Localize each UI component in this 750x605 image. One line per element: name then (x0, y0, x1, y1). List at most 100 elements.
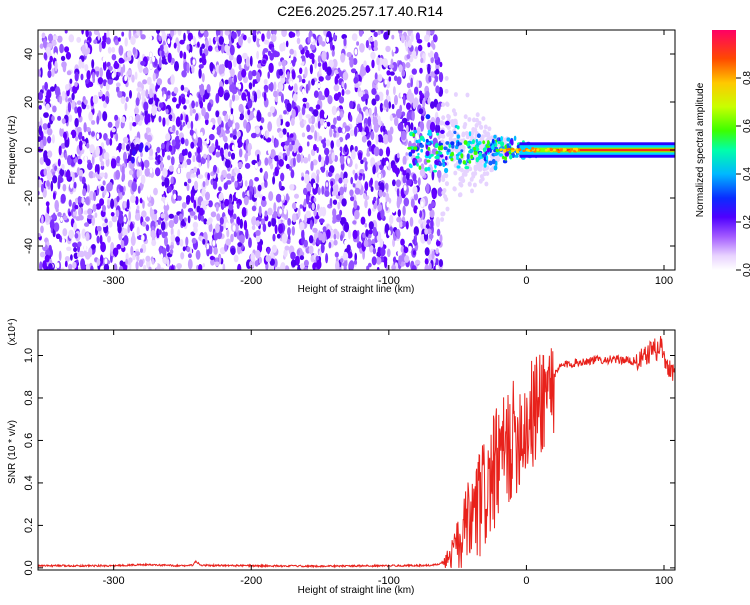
noise-speckle (136, 205, 140, 211)
snr-y-axis-label: SNR (10 * v/v) (7, 420, 18, 484)
transition-blob (415, 155, 420, 159)
transition-blob (456, 165, 461, 169)
noise-speckle (375, 133, 379, 145)
noise-speckle (177, 45, 180, 53)
noise-speckle (168, 165, 174, 172)
noise-speckle (68, 199, 72, 207)
noise-speckle (81, 136, 85, 141)
noise-speckle (177, 229, 181, 238)
noise-speckle (347, 251, 353, 259)
noise-speckle (122, 136, 129, 144)
noise-speckle (144, 167, 151, 177)
noise-speckle (99, 67, 103, 78)
noise-speckle (370, 30, 376, 33)
noise-speckle (45, 201, 50, 207)
transition-blob (450, 157, 454, 162)
noise-gap (342, 127, 346, 134)
noise-speckle (393, 86, 396, 96)
signal-peak-dot (507, 147, 511, 151)
noise-speckle (401, 70, 406, 77)
noise-speckle (318, 76, 324, 82)
noise-speckle (370, 51, 376, 60)
noise-speckle (64, 152, 68, 160)
noise-speckle (434, 70, 440, 75)
snr-y-ticks: 0.00.20.40.60.81.0 (23, 348, 675, 576)
noise-speckle (170, 234, 176, 242)
noise-speckle (394, 117, 399, 127)
noise-speckle (71, 92, 75, 101)
noise-gap (385, 160, 389, 167)
noise-speckle (151, 258, 155, 265)
signal-peak-dot (522, 149, 526, 153)
transition-blob (473, 146, 476, 151)
noise-speckle (320, 243, 325, 254)
noise-speckle (91, 131, 95, 137)
noise-speckle (384, 182, 389, 190)
noise-speckle (435, 216, 441, 228)
noise-speckle (276, 117, 281, 128)
noise-speckle (338, 177, 343, 184)
noise-speckle (387, 248, 391, 258)
noise-speckle (147, 113, 151, 123)
noise-speckle (333, 117, 337, 125)
noise-speckle (139, 197, 143, 204)
noise-speckle (310, 160, 314, 172)
noise-speckle (94, 212, 98, 218)
noise-speckle (359, 124, 363, 133)
noise-speckle (59, 95, 63, 105)
noise-speckle (336, 115, 342, 121)
noise-speckle (66, 246, 72, 251)
noise-speckle (147, 202, 152, 207)
noise-speckle (377, 204, 383, 212)
noise-speckle (57, 35, 63, 43)
noise-gap (319, 225, 323, 232)
noise-speckle (389, 71, 395, 76)
noise-speckle (344, 125, 351, 132)
low-freq-cluster (298, 145, 303, 153)
noise-speckle (161, 196, 167, 202)
noise-speckle (193, 166, 198, 173)
noise-speckle (315, 104, 321, 110)
noise-speckle (241, 92, 247, 101)
noise-speckle (312, 109, 319, 117)
x-tick-label: -300 (103, 275, 125, 287)
noise-speckle (256, 111, 262, 122)
low-freq-cluster (183, 148, 188, 156)
noise-speckle (145, 216, 150, 222)
noise-gap (261, 42, 265, 49)
noise-gap (427, 47, 431, 53)
noise-speckle (288, 143, 293, 152)
noise-speckle (224, 92, 230, 99)
noise-speckle (218, 192, 224, 201)
noise-speckle (424, 227, 428, 235)
noise-speckle (224, 148, 229, 159)
noise-speckle (87, 162, 93, 171)
noise-speckle (350, 176, 354, 185)
noise-speckle (117, 37, 121, 42)
noise-gap (126, 108, 130, 115)
noise-gap (149, 177, 153, 184)
noise-speckle (309, 64, 313, 75)
noise-speckle (76, 36, 82, 43)
noise-speckle (357, 91, 364, 98)
noise-gap (268, 148, 271, 155)
noise-speckle (171, 264, 174, 270)
noise-speckle (402, 205, 406, 217)
noise-speckle (346, 244, 351, 252)
noise-speckle (97, 77, 103, 85)
noise-speckle (436, 169, 442, 179)
noise-speckle (365, 109, 370, 117)
noise-speckle (418, 90, 423, 96)
noise-speckle (330, 140, 335, 150)
noise-speckle (278, 180, 282, 190)
noise-speckle (84, 64, 89, 72)
transition-blob (487, 140, 490, 145)
noise-speckle (418, 108, 424, 115)
noise-speckle (141, 221, 147, 227)
low-freq-cluster (144, 145, 149, 153)
noise-speckle (191, 237, 197, 244)
noise-speckle (136, 169, 140, 179)
noise-speckle (46, 163, 51, 172)
noise-speckle (371, 88, 377, 95)
noise-speckle (199, 57, 203, 63)
